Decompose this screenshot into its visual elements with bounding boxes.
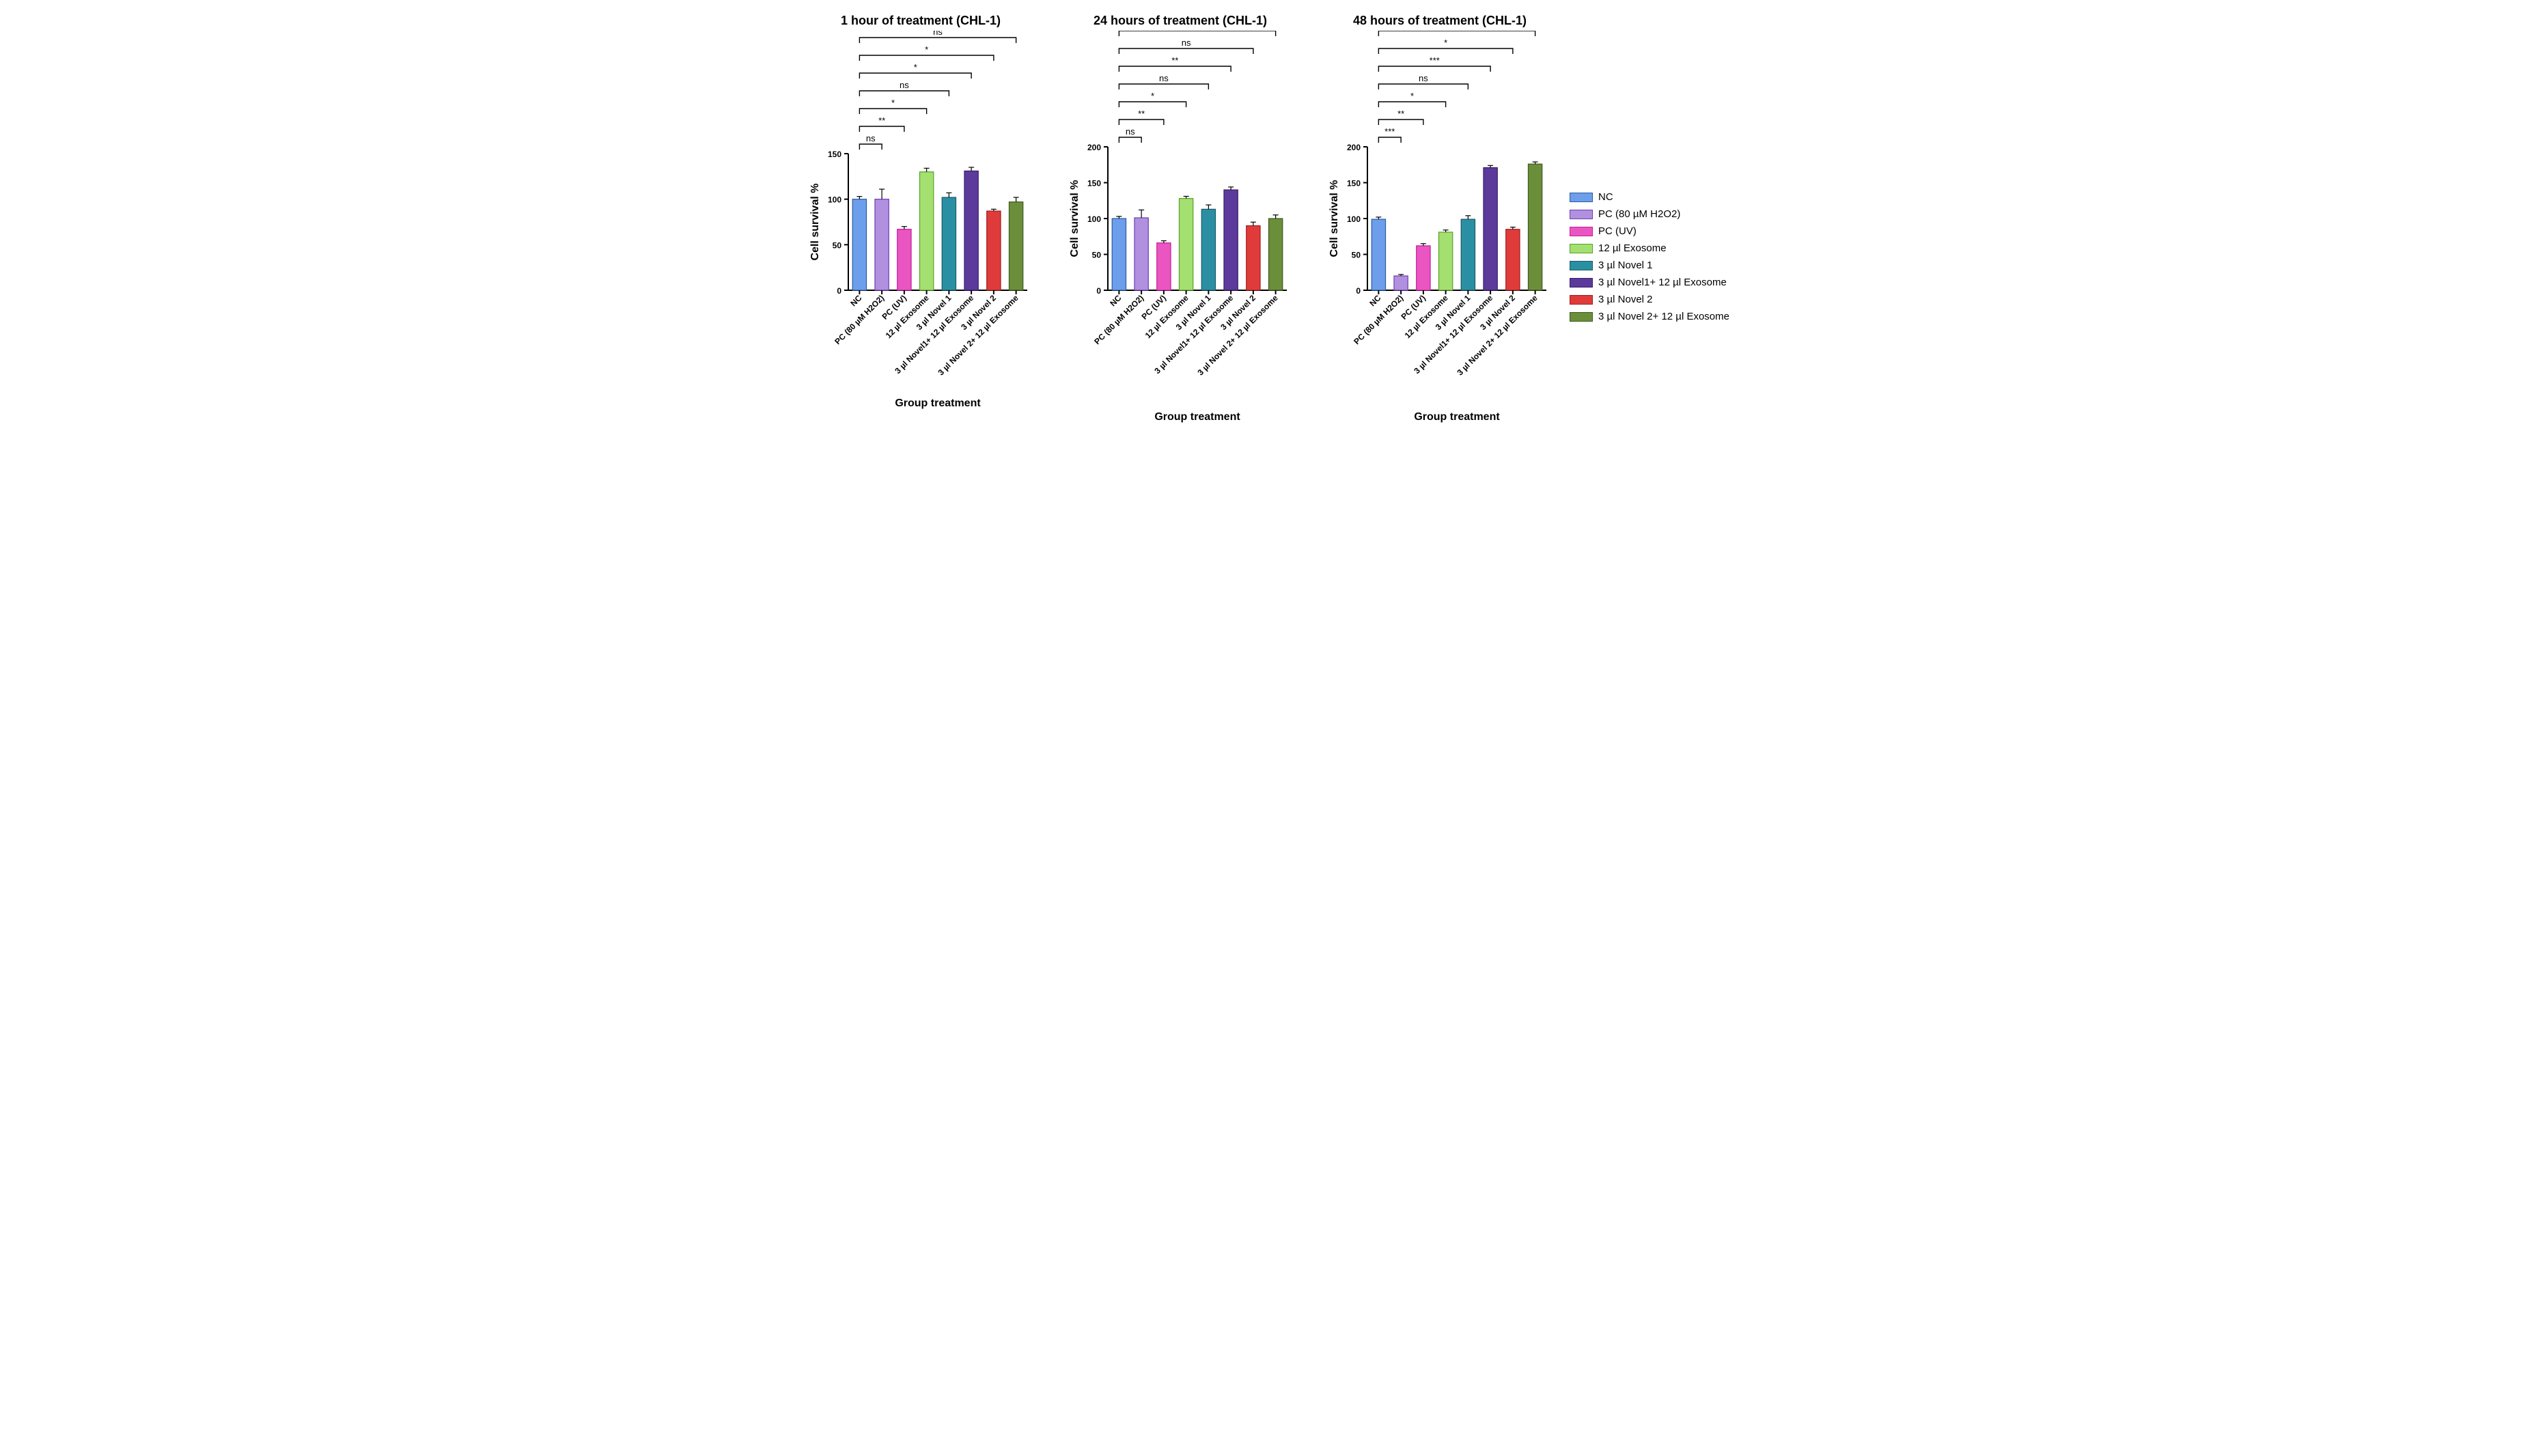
svg-text:Cell survival %: Cell survival % (1069, 180, 1081, 257)
svg-text:0: 0 (1096, 286, 1101, 296)
svg-text:ns: ns (1182, 38, 1191, 48)
svg-text:*: * (914, 62, 917, 72)
svg-text:***: *** (1430, 55, 1440, 66)
svg-text:*: * (891, 98, 895, 108)
chart-panel-24h: 24 hours of treatment (CHL-1) 0 50 100 150 2… (1064, 14, 1296, 427)
legend-item: PC (80 µM H2O2) (1570, 208, 1729, 220)
svg-text:150: 150 (1347, 179, 1361, 188)
svg-text:NC: NC (1367, 293, 1382, 308)
svg-text:**: ** (1138, 109, 1145, 119)
legend-swatch (1570, 295, 1593, 305)
svg-text:NC: NC (848, 293, 863, 308)
svg-text:*: * (1444, 38, 1447, 48)
svg-text:50: 50 (1352, 251, 1361, 260)
svg-text:100: 100 (828, 195, 841, 205)
legend-item: 3 µl Novel1+ 12 µl Exosome (1570, 277, 1729, 288)
legend-label: 3 µl Novel1+ 12 µl Exosome (1598, 277, 1727, 288)
legend-item: 3 µl Novel 1 (1570, 260, 1729, 271)
legend-swatch (1570, 210, 1593, 219)
legend-label: NC (1598, 191, 1613, 203)
svg-text:**: ** (878, 115, 885, 126)
legend: NC PC (80 µM H2O2) PC (UV) 12 µl Exosome 3 µ… (1570, 191, 1729, 322)
legend-label: PC (UV) (1598, 225, 1637, 237)
legend-swatch (1570, 244, 1593, 253)
legend-label: 3 µl Novel 1 (1598, 260, 1653, 271)
svg-text:0: 0 (837, 286, 841, 296)
svg-text:50: 50 (833, 240, 842, 250)
svg-text:50: 50 (1092, 251, 1102, 260)
legend-item: PC (UV) (1570, 225, 1729, 237)
legend-label: 3 µl Novel 2 (1598, 294, 1653, 305)
svg-text:NC: NC (1108, 293, 1123, 308)
chart-title: 48 hours of treatment (CHL-1) (1353, 14, 1527, 28)
svg-text:100: 100 (1347, 214, 1361, 224)
svg-text:200: 200 (1087, 143, 1101, 152)
svg-text:ns: ns (1126, 126, 1135, 137)
legend-swatch (1570, 261, 1593, 270)
svg-text:*: * (925, 44, 928, 55)
svg-text:ns: ns (933, 31, 943, 37)
svg-text:ns: ns (866, 133, 876, 143)
svg-text:**: ** (1171, 55, 1178, 66)
chart-svg-1h: 050100150Cell survival %NCPC (80 µM H2O2… (805, 31, 1037, 413)
svg-text:0: 0 (1356, 286, 1361, 296)
legend-swatch (1570, 312, 1593, 322)
svg-text:*: * (1410, 91, 1414, 101)
chart-panel-48h: 48 hours of treatment (CHL-1) 0 50 100 150 2… (1324, 14, 1556, 427)
svg-text:150: 150 (1087, 179, 1101, 188)
chart-title: 1 hour of treatment (CHL-1) (841, 14, 1001, 28)
chart-svg-48h: 050100150200Cell survival %NCPC (80 µM H… (1324, 31, 1556, 427)
svg-text:Cell survival %: Cell survival % (1328, 180, 1340, 257)
chart-title: 24 hours of treatment (CHL-1) (1094, 14, 1267, 28)
legend-item: 12 µl Exosome (1570, 242, 1729, 254)
charts-row: 1 hour of treatment (CHL-1) 0 50 100 150 Cel… (805, 14, 1556, 427)
legend-label: 3 µl Novel 2+ 12 µl Exosome (1598, 311, 1729, 322)
legend-item: NC (1570, 191, 1729, 203)
legend-item: 3 µl Novel 2+ 12 µl Exosome (1570, 311, 1729, 322)
legend-swatch (1570, 193, 1593, 202)
svg-text:150: 150 (828, 150, 841, 159)
chart-panel-1h: 1 hour of treatment (CHL-1) 0 50 100 150 Cel… (805, 14, 1037, 413)
legend-label: 12 µl Exosome (1598, 242, 1667, 254)
svg-text:200: 200 (1347, 143, 1361, 152)
legend-item: 3 µl Novel 2 (1570, 294, 1729, 305)
svg-text:Group treatment: Group treatment (1414, 411, 1500, 423)
svg-text:100: 100 (1087, 214, 1101, 224)
svg-text:Cell survival %: Cell survival % (809, 184, 821, 261)
svg-text:ns: ns (900, 80, 909, 90)
svg-text:Group treatment: Group treatment (895, 397, 981, 409)
legend-swatch (1570, 278, 1593, 288)
svg-text:ns: ns (1159, 73, 1169, 83)
svg-text:ns: ns (1419, 73, 1428, 83)
svg-text:**: ** (1397, 109, 1404, 119)
svg-text:***: *** (1384, 126, 1395, 137)
chart-svg-24h: 050100150200Cell survival %NCPC (80 µM H… (1064, 31, 1296, 427)
svg-text:Group treatment: Group treatment (1154, 411, 1240, 423)
legend-label: PC (80 µM H2O2) (1598, 208, 1680, 220)
legend-swatch (1570, 227, 1593, 236)
svg-text:*: * (1151, 91, 1154, 101)
